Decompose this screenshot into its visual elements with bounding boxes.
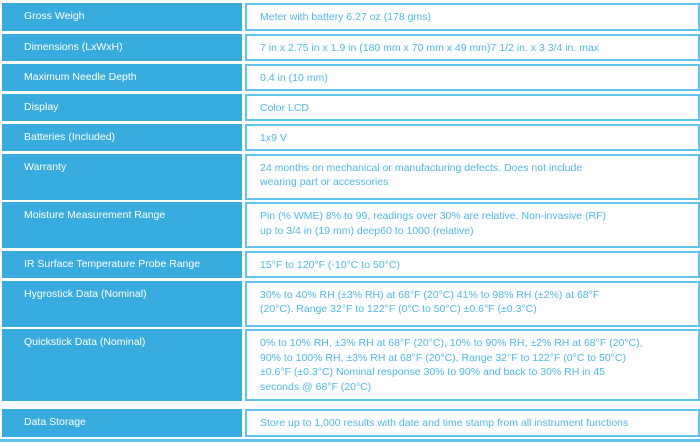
spec-value: 30% to 40% RH (±3% RH) at 68°F (20°C) 41… [260, 288, 600, 316]
table-row: Warranty 24 months on mechanical or manu… [0, 153, 700, 200]
spec-label: Quickstick Data (Nominal) [24, 336, 146, 348]
spec-value: Store up to 1,000 results with date and … [260, 417, 629, 429]
spec-label: Maximum Needle Depth [24, 70, 137, 83]
spec-label: Data Storage [24, 416, 86, 428]
spec-label-cell: Batteries (Included) [2, 123, 242, 151]
spec-value: Pin (% WME) 8% to 99, readings over 30% … [260, 210, 607, 237]
spec-value-cell: Pin (% WME) 8% to 99, readings over 30% … [245, 202, 700, 248]
spec-label-cell: Warranty [2, 153, 242, 200]
table-row: Dimensions (LxWxH) 7 in x 2.75 in x 1.9 … [0, 33, 700, 61]
spec-label: Display [24, 100, 59, 113]
spec-label-cell: Hygrostick Data (Nominal) [2, 280, 242, 327]
table-row: Quickstick Data (Nominal) 0% to 10% RH, … [0, 329, 700, 401]
spec-label-cell: Dimensions (LxWxH) [2, 33, 242, 61]
spec-label-cell: Quickstick Data (Nominal) [2, 329, 242, 401]
spec-value-cell: Store up to 1,000 results with date and … [245, 409, 700, 437]
spec-label: Moisture Measurement Range [24, 209, 166, 221]
table-row: Gross Weigh Meter with battery 6.27 oz (… [0, 3, 700, 31]
table-row: Batteries (Included) 1x9 V [0, 123, 700, 151]
table-bottom-rule [0, 438, 700, 442]
spec-label-cell: Display [2, 93, 242, 121]
spec-label-cell: IR Surface Temperature Probe Range [2, 250, 242, 278]
spec-label-cell: Maximum Needle Depth [2, 63, 242, 91]
table-row: Hygrostick Data (Nominal) 30% to 40% RH … [0, 280, 700, 327]
table-row: Maximum Needle Depth 0.4 in (10 mm) [0, 63, 700, 91]
spec-label: Gross Weigh [24, 10, 85, 22]
spec-value: Meter with battery 6.27 oz (178 gms) [260, 11, 431, 23]
spec-label-cell: Data Storage [2, 409, 242, 437]
table-row: IR Surface Temperature Probe Range 15°F … [0, 250, 700, 278]
spec-value-cell: 0% to 10% RH, ±3% RH at 68°F (20°C), 10%… [245, 329, 700, 401]
spec-value: 0% to 10% RH, ±3% RH at 68°F (20°C), 10%… [260, 337, 643, 393]
table-row: Display Color LCD [0, 93, 700, 121]
table-row: Data Storage Store up to 1,000 results w… [0, 409, 700, 437]
spec-label-cell: Moisture Measurement Range [2, 202, 242, 248]
spec-value-cell: 30% to 40% RH (±3% RH) at 68°F (20°C) 41… [245, 280, 700, 327]
spec-value-cell: 0.4 in (10 mm) [245, 63, 700, 91]
spec-value: 15°F to 120°F (-10°C to 50°C) [260, 258, 400, 271]
table-row: Moisture Measurement Range Pin (% WME) 8… [0, 202, 700, 248]
spec-label-cell: Gross Weigh [2, 3, 242, 31]
spec-label: Batteries (Included) [24, 130, 116, 143]
spec-value-cell: Color LCD [245, 93, 700, 121]
spec-value: 7 in x 2.75 in x 1.9 in (180 mm x 70 mm … [260, 41, 600, 54]
spec-value: 24 months on mechanical or manufacturing… [260, 161, 583, 189]
spec-value-cell: Meter with battery 6.27 oz (178 gms) [245, 3, 700, 31]
spec-value-cell: 7 in x 2.75 in x 1.9 in (180 mm x 70 mm … [245, 33, 700, 61]
spec-value: Color LCD [260, 101, 310, 114]
spec-value-cell: 24 months on mechanical or manufacturing… [245, 153, 700, 200]
spec-value: 1x9 V [260, 131, 287, 144]
spec-value-cell: 1x9 V [245, 123, 700, 151]
spec-label: Hygrostick Data (Nominal) [24, 287, 147, 300]
spec-label: Dimensions (LxWxH) [24, 40, 123, 53]
spec-value: 0.4 in (10 mm) [260, 71, 328, 84]
spec-label: IR Surface Temperature Probe Range [24, 257, 201, 270]
spec-value-cell: 15°F to 120°F (-10°C to 50°C) [245, 250, 700, 278]
spec-label: Warranty [24, 160, 67, 173]
